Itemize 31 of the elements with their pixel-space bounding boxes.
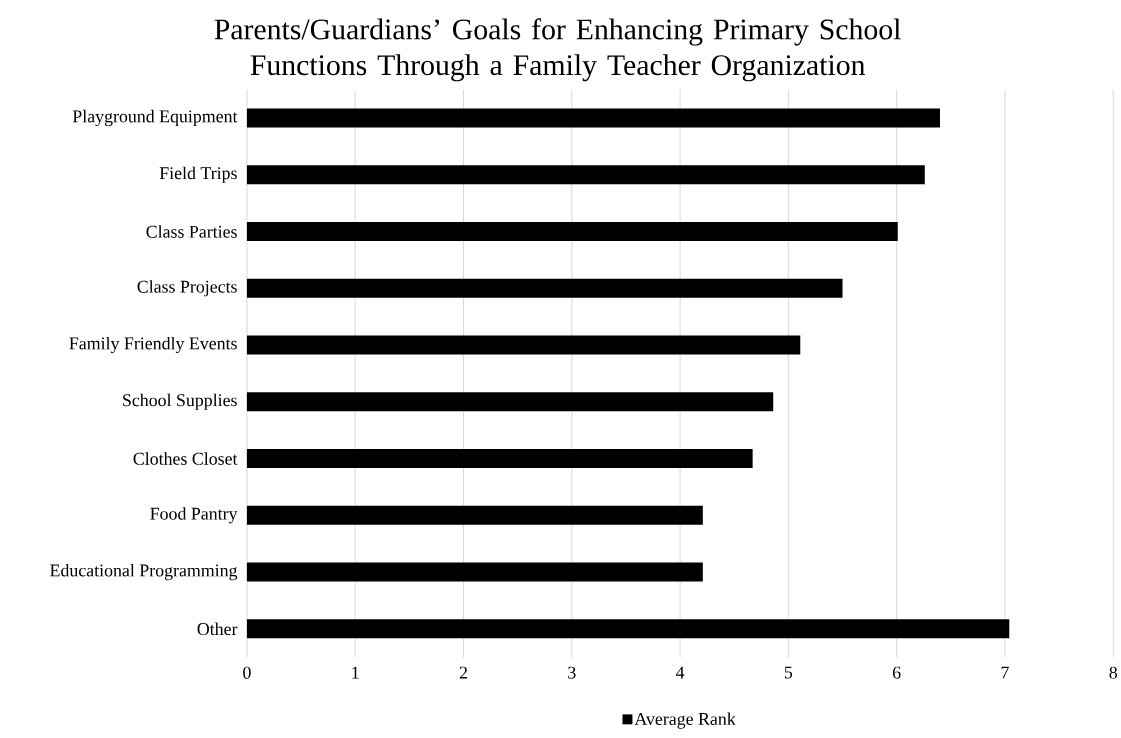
bar xyxy=(246,505,703,525)
y-tick-label: Playground Equipment xyxy=(72,109,238,127)
chart-title: Parents/Guardians’ Goals for Enhancing Primary School Functions Through a Family Teacher Organization xyxy=(214,18,901,82)
x-tick-label: 1 xyxy=(352,666,359,679)
x-tick-label: 8 xyxy=(1109,666,1118,679)
bar xyxy=(246,165,925,185)
y-tick-label: Field Trips xyxy=(159,166,237,183)
x-tick-label: 6 xyxy=(892,666,901,679)
y-tick-label: Class Parties xyxy=(146,225,237,238)
y-tick-label: Educational Programming xyxy=(50,563,238,581)
y-tick-label: School Supplies xyxy=(123,393,237,410)
legend-label: Average Rank xyxy=(634,712,736,729)
bar xyxy=(246,278,843,298)
bar xyxy=(246,222,898,242)
bar xyxy=(246,619,1010,639)
y-tick-label: Clothes Closet xyxy=(133,452,238,465)
bar xyxy=(246,562,703,582)
y-tick-label: Other xyxy=(197,622,238,636)
bar xyxy=(246,392,774,412)
x-tick-label: 0 xyxy=(243,666,251,679)
bar xyxy=(246,449,753,469)
bar xyxy=(246,108,940,128)
bar xyxy=(246,335,801,355)
y-tick-label: Class Projects xyxy=(137,280,237,297)
y-tick-label: Food Pantry xyxy=(150,507,238,524)
y-tick-label: Family Friendly Events xyxy=(69,336,237,354)
x-tick-label: 4 xyxy=(675,666,685,679)
x-tick-label: 3 xyxy=(568,666,576,679)
x-tick-label: 7 xyxy=(1001,666,1009,679)
x-tick-label: 2 xyxy=(459,666,467,679)
x-tick-label: 5 xyxy=(784,666,793,679)
